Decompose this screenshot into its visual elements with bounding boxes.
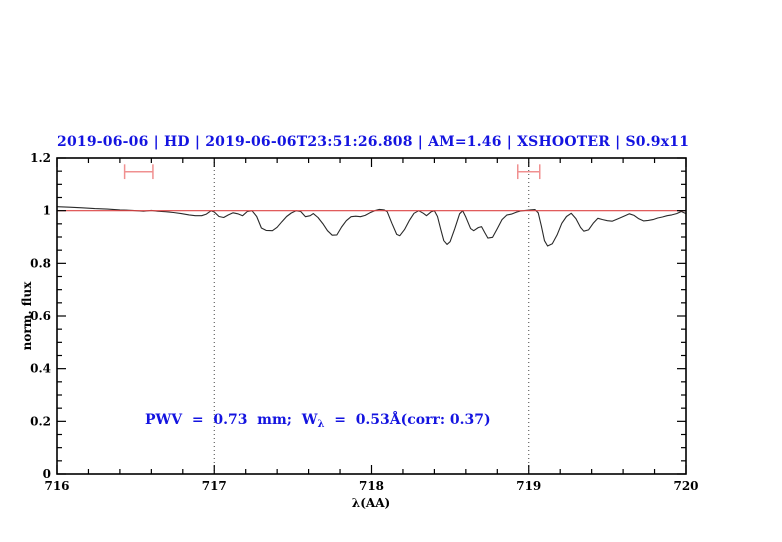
y-tick-label: 0.8 — [30, 256, 51, 270]
annotation-text-post: = 0.53Å(corr: 0.37) — [324, 412, 491, 428]
annotation-lambda-subscript: λ — [317, 419, 325, 430]
pwv-annotation: PWV = 0.73 mm; Wλ = 0.53Å(corr: 0.37) — [145, 412, 491, 430]
x-tick-label: 718 — [359, 479, 384, 493]
x-tick-label: 717 — [202, 479, 227, 493]
y-tick-label: 0.4 — [30, 362, 51, 376]
plot-title: 2019-06-06 | HD | 2019-06-06T23:51:26.80… — [57, 134, 690, 150]
y-tick-label: 0.6 — [30, 309, 51, 323]
y-tick-label: 1 — [43, 204, 51, 218]
x-tick-label: 720 — [673, 479, 698, 493]
y-axis-label: norm. flux — [20, 281, 34, 351]
x-tick-label: 716 — [44, 479, 69, 493]
spectrum-line — [56, 206, 687, 247]
y-tick-label: 0.2 — [30, 414, 51, 428]
annotation-text-pre: PWV = 0.73 mm; W — [145, 412, 318, 428]
x-axis-label: λ(AA) — [351, 496, 391, 510]
y-tick-label: 1.2 — [30, 151, 51, 165]
x-tick-label: 719 — [516, 479, 541, 493]
y-tick-label: 0 — [43, 467, 51, 481]
